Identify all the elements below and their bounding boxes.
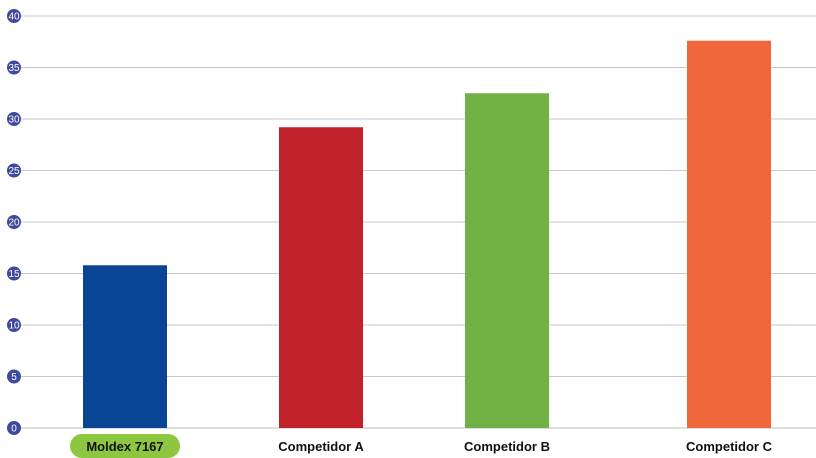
y-axis-ticks: 0 5 10 15 20 25 30 35 40 [7,9,21,435]
y-tick-badge [7,318,21,332]
x-category-label: Moldex 7167 [86,439,163,454]
bar-competidor-b [465,93,549,428]
y-tick-label: 35 [8,63,20,74]
y-tick-label: 5 [11,372,17,383]
x-axis-labels: Moldex 7167 Competidor A Competidor B Compe… [70,434,773,458]
y-tick-badge [7,112,21,126]
y-tick-badge [7,9,21,23]
y-tick-label: 25 [8,166,20,177]
y-tick-label: 15 [8,269,20,280]
y-tick-badge [7,421,21,435]
x-category-label: Competidor C [686,439,773,454]
y-tick-label: 30 [8,115,20,126]
y-tick-badge [7,266,21,281]
y-tick-badge [7,163,21,178]
y-tick-label: 20 [8,218,20,229]
y-tick-badge [7,369,21,384]
y-tick-badge [7,215,21,229]
y-tick-label: 0 [11,424,17,435]
bar-competidor-c [687,40,771,428]
y-tick-label: 10 [8,321,20,332]
y-tick-badge [7,60,21,75]
bar-moldex-7167 [83,265,167,428]
x-category-label: Competidor A [278,439,364,454]
y-tick-label: 40 [8,12,20,23]
bar-competidor-a [279,127,363,429]
x-category-label: Competidor B [464,439,550,454]
bars [83,40,771,429]
category-highlight-pill [70,434,180,458]
